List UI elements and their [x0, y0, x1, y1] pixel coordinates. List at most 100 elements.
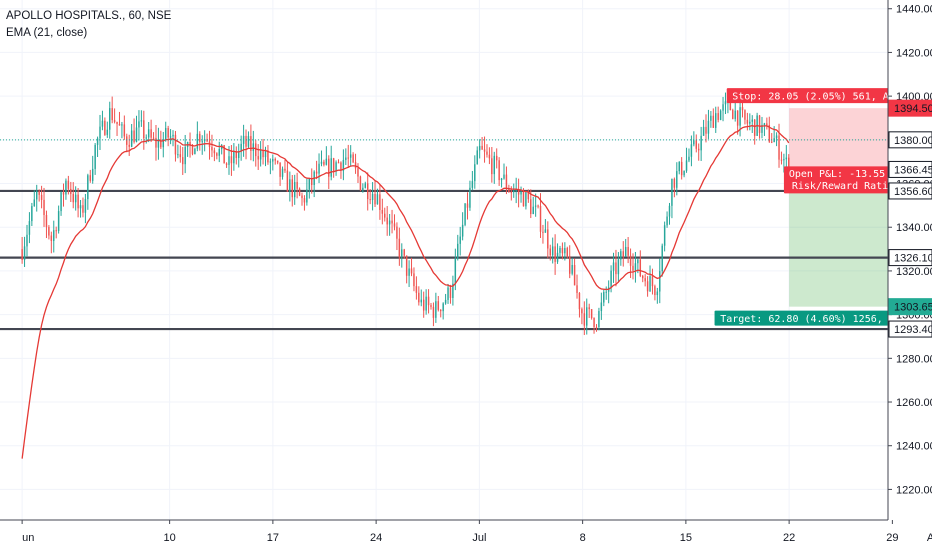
price-axis[interactable]: 1220.001240.001260.001280.001300.001320.…	[887, 0, 932, 550]
candle-body	[476, 150, 478, 165]
candle-body	[420, 299, 422, 303]
position-tool[interactable]	[789, 108, 905, 307]
candle-body	[55, 230, 57, 232]
candle-body	[33, 199, 36, 207]
candle-body	[257, 156, 259, 160]
candle-body	[449, 287, 452, 298]
candle-body	[622, 251, 624, 257]
candle-body	[150, 129, 152, 138]
candle-body	[196, 133, 199, 149]
open-pnl-label: Open P&L: -13.55, Qty: 8	[789, 169, 932, 180]
candle-body	[732, 110, 734, 119]
candle-body	[598, 311, 600, 328]
candle-body	[130, 130, 133, 147]
candle-body	[749, 121, 751, 124]
candle-body	[415, 286, 418, 293]
candle-body	[182, 157, 184, 165]
candle-body	[308, 178, 311, 190]
candle-body	[722, 104, 724, 111]
candle-body	[104, 120, 106, 135]
candle-body	[741, 107, 744, 111]
candle-body	[466, 203, 469, 208]
candle-body	[26, 234, 28, 247]
candle-body	[345, 157, 347, 160]
time-tick-label: 10	[164, 532, 176, 544]
candle-body	[255, 143, 257, 157]
candle-body	[697, 148, 700, 151]
candle-body	[303, 198, 306, 203]
horizontal-levels[interactable]	[0, 189, 888, 331]
chart-legend: APOLLO HOSPITALS., 60, NSE EMA (21, clos…	[6, 8, 171, 42]
candle-body	[459, 236, 461, 244]
candle-body	[250, 136, 252, 151]
candle-body	[174, 134, 177, 155]
candle-body	[578, 292, 581, 310]
candle-body	[169, 136, 172, 138]
candle-body	[432, 306, 435, 318]
target-label: Target: 62.80 (4.60%) 1256, Amount: 1502…	[720, 314, 932, 325]
candle-body	[160, 139, 162, 148]
candle-body	[403, 249, 405, 256]
time-tick-label: 22	[783, 532, 795, 544]
price-tick-label: 1440.00	[896, 4, 932, 16]
candle-body	[695, 140, 698, 149]
candle-body	[654, 286, 656, 296]
candle-body	[474, 164, 476, 182]
candle-body	[364, 183, 367, 188]
candle-body	[595, 326, 598, 328]
candle-body	[337, 162, 340, 164]
candle-body	[513, 190, 515, 193]
candle-body	[274, 158, 276, 161]
candle-body	[780, 159, 783, 161]
candle-body	[247, 136, 250, 147]
candle-body	[517, 189, 520, 195]
candle-body	[384, 213, 386, 218]
candle-body	[72, 193, 74, 203]
candle-body	[544, 229, 547, 233]
candle-body	[101, 120, 104, 127]
candle-body	[576, 285, 578, 293]
candle-body	[388, 220, 391, 225]
candle-body	[498, 160, 500, 181]
candle-body	[637, 259, 639, 264]
time-tick-label: 24	[370, 532, 382, 544]
candle-body	[478, 145, 481, 151]
candle-body	[671, 178, 673, 206]
candle-body	[79, 205, 82, 209]
candle-body	[600, 302, 603, 312]
candle-body	[488, 154, 491, 159]
candle-body	[469, 187, 471, 208]
candle-body	[157, 139, 160, 148]
candle-body	[332, 158, 335, 172]
candle-body	[454, 258, 457, 284]
price-tick-label: 1240.00	[896, 441, 932, 453]
time-axis[interactable]: un101724Jul8152229Aug5	[0, 519, 932, 550]
candle-body	[612, 262, 615, 271]
candle-body	[435, 301, 437, 318]
price-tag-bg	[888, 298, 932, 316]
candle-body	[527, 192, 530, 200]
candle-body	[610, 270, 612, 288]
candle-body	[357, 168, 359, 177]
candle-body	[673, 178, 676, 188]
candle-body	[452, 283, 454, 298]
candle-body	[615, 262, 617, 275]
candle-body	[554, 246, 556, 262]
time-tick-label: 29	[886, 532, 898, 544]
candle-body	[323, 161, 325, 165]
candle-body	[189, 141, 191, 146]
candle-body	[359, 176, 362, 191]
candle-body	[152, 137, 155, 139]
candle-body	[291, 179, 294, 198]
candle-body	[690, 144, 693, 157]
candle-body	[659, 271, 661, 292]
candle-body	[28, 221, 31, 235]
candle-body	[515, 189, 517, 191]
price-tick-label: 1280.00	[896, 353, 932, 365]
candle-body	[442, 303, 444, 312]
candle-body	[74, 194, 77, 203]
stop-label-bg	[726, 88, 932, 104]
candle-body	[593, 318, 595, 327]
candle-body	[430, 305, 432, 307]
